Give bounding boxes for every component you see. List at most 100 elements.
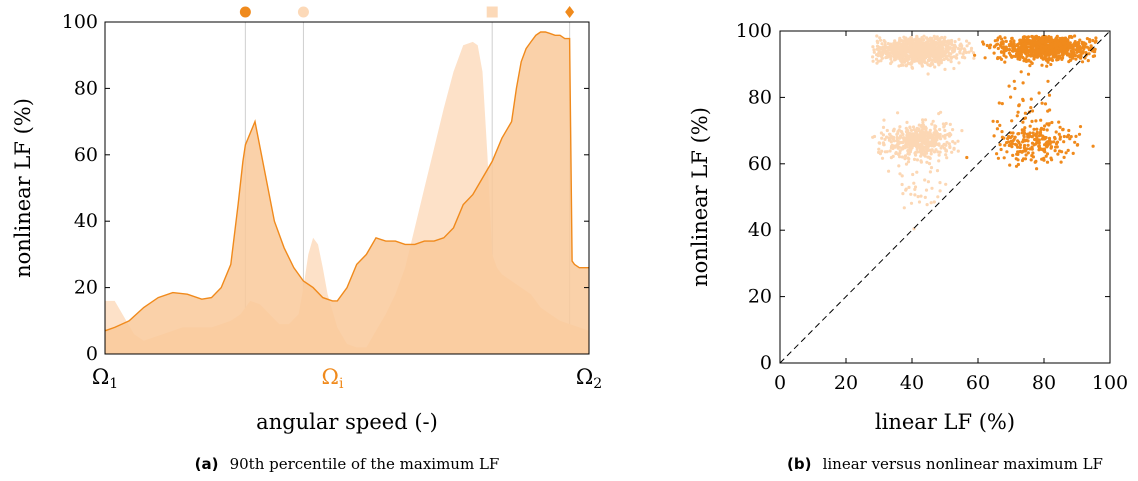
scatter-point bbox=[1002, 136, 1006, 140]
scatter-point bbox=[938, 189, 942, 193]
scatter-point bbox=[900, 147, 905, 151]
panel-a: 0 20 40 60 80 100 Ω1 Ωi Ω2 angular speed (-) no… bbox=[11, 6, 602, 473]
scatter-point bbox=[910, 49, 914, 54]
scatter-point bbox=[992, 134, 996, 138]
scatter-point bbox=[898, 125, 902, 129]
scatter-point bbox=[957, 61, 961, 65]
scatter-point bbox=[883, 150, 887, 154]
scatter-point bbox=[1022, 135, 1026, 139]
scatter-point bbox=[1074, 57, 1078, 61]
scatter-point bbox=[1020, 131, 1024, 135]
scatter-point bbox=[965, 155, 969, 160]
scatter-point bbox=[1013, 44, 1017, 48]
scatter-point bbox=[1011, 46, 1015, 50]
reference-line bbox=[780, 31, 1110, 363]
scatter-point bbox=[1066, 52, 1070, 57]
scatter-point bbox=[1005, 150, 1009, 154]
scatter-point bbox=[901, 192, 905, 196]
scatter-point bbox=[1065, 38, 1069, 42]
scatter-point bbox=[914, 42, 918, 46]
scatter-point bbox=[1040, 63, 1044, 67]
scatter-point bbox=[1093, 50, 1097, 54]
scatter-point bbox=[1057, 132, 1061, 136]
scatter-point bbox=[892, 44, 896, 48]
scatter-point bbox=[949, 133, 953, 137]
scatter-point bbox=[1029, 158, 1033, 162]
scatter-point bbox=[907, 50, 911, 54]
scatter-point bbox=[1053, 149, 1057, 153]
scatter-point bbox=[922, 34, 926, 38]
scatter-point bbox=[1016, 150, 1020, 154]
scatter-point bbox=[888, 132, 892, 137]
scatter-point bbox=[1053, 135, 1057, 140]
scatter-point bbox=[872, 48, 876, 52]
scatter-point bbox=[1042, 34, 1046, 38]
scatter-point bbox=[932, 34, 936, 39]
x-tick-label: Ω1 bbox=[92, 365, 118, 392]
scatter-point bbox=[951, 49, 955, 53]
scatter-point bbox=[944, 153, 948, 157]
scatter-point bbox=[1024, 153, 1028, 157]
scatter-point bbox=[1048, 46, 1052, 50]
scatter-point bbox=[1030, 43, 1035, 47]
scatter-point bbox=[1041, 39, 1045, 43]
scatter-point bbox=[936, 46, 940, 50]
scatter-point bbox=[1047, 58, 1051, 62]
scatter-point bbox=[894, 50, 898, 55]
scatter-point bbox=[926, 180, 931, 184]
scatter-point bbox=[930, 36, 934, 41]
scatter-point bbox=[1011, 49, 1015, 53]
scatter-point bbox=[925, 36, 929, 40]
scatter-point bbox=[923, 46, 927, 50]
scatter-point bbox=[895, 132, 899, 136]
scatter-point bbox=[972, 56, 976, 60]
scatter-point bbox=[911, 44, 916, 48]
scatter-point bbox=[879, 59, 883, 63]
scatter-point bbox=[1025, 132, 1029, 136]
scatter-point bbox=[1025, 36, 1029, 40]
scatter-point bbox=[900, 174, 904, 178]
scatter-point bbox=[1011, 153, 1015, 157]
scatter-point bbox=[900, 155, 905, 159]
scatter-point bbox=[1026, 139, 1030, 143]
scatter-point bbox=[992, 51, 996, 55]
scatter-point bbox=[1079, 46, 1083, 50]
scatter-point bbox=[898, 51, 903, 55]
scatter-point bbox=[944, 148, 948, 152]
scatter-point bbox=[920, 152, 924, 156]
scatter-point bbox=[885, 55, 889, 59]
scatter-point bbox=[1041, 44, 1045, 48]
x-tick-label: 80 bbox=[1032, 372, 1056, 394]
scatter-point bbox=[888, 46, 892, 50]
scatter-point bbox=[967, 50, 971, 54]
scatter-point bbox=[962, 55, 966, 59]
x-tick-label: Ωi bbox=[322, 365, 344, 392]
scatter-point bbox=[1000, 40, 1004, 45]
scatter-point bbox=[1031, 131, 1035, 135]
scatter-point bbox=[996, 36, 1000, 40]
scatter-point bbox=[1093, 40, 1097, 44]
scatter-point bbox=[985, 43, 989, 48]
scatter-point bbox=[909, 144, 913, 149]
scatter-point bbox=[1037, 40, 1041, 44]
scatter-point bbox=[958, 51, 962, 55]
scatter-point bbox=[933, 59, 937, 64]
scatter-point bbox=[876, 54, 880, 58]
scatter-point bbox=[902, 144, 906, 149]
scatter-point bbox=[947, 142, 951, 146]
scatter-point bbox=[1034, 142, 1038, 146]
scatter-point bbox=[923, 154, 927, 158]
scatter-point bbox=[1064, 151, 1068, 155]
scatter-point bbox=[1000, 130, 1004, 134]
scatter-point bbox=[915, 150, 920, 154]
scatter-point bbox=[923, 51, 927, 55]
scatter-point bbox=[1026, 135, 1030, 139]
scatter-point bbox=[1049, 35, 1053, 39]
scatter-point bbox=[880, 136, 884, 140]
scatter-point bbox=[1023, 116, 1028, 120]
scatter-point bbox=[901, 63, 905, 67]
scatter-point bbox=[1073, 40, 1077, 44]
scatter-point bbox=[1058, 41, 1062, 46]
scatter-point bbox=[1054, 46, 1058, 50]
